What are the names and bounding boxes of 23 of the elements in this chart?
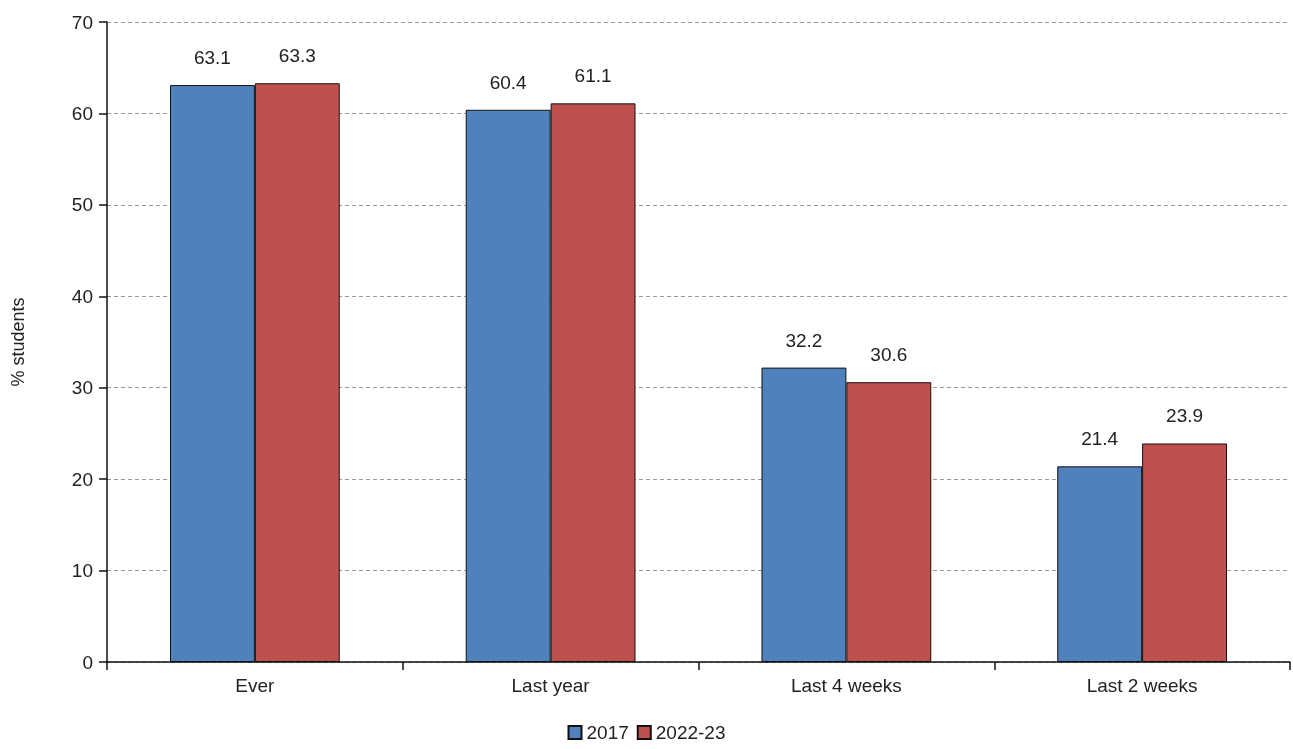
y-tick-label: 60 (71, 102, 93, 124)
x-tick-label: Last 4 weeks (790, 675, 902, 696)
y-tick-label: 30 (71, 377, 93, 399)
y-tick-label: 10 (71, 560, 93, 582)
data-label: 61.1 (574, 65, 612, 87)
x-tick-label: Last year (511, 675, 591, 696)
data-label: 21.4 (1081, 428, 1119, 450)
x-tick-label: Last 2 weeks (1086, 675, 1198, 696)
y-tick-label: 50 (71, 194, 93, 216)
x-tick-label: Ever (235, 675, 276, 696)
data-label: 63.1 (193, 47, 231, 69)
data-label: 60.4 (489, 71, 528, 93)
data-label: 23.9 (1166, 405, 1204, 427)
y-axis-title: % students (8, 297, 28, 387)
legend-label: 2017 (586, 722, 629, 743)
data-label: 63.3 (278, 45, 316, 67)
y-tick-label: 0 (82, 651, 93, 673)
y-tick-label: 70 (71, 11, 93, 33)
data-label: 30.6 (870, 344, 908, 366)
data-label: 32.2 (785, 329, 823, 351)
legend-label: 2022-23 (655, 722, 726, 743)
y-tick-label: 20 (71, 468, 93, 490)
y-tick-label: 40 (71, 285, 93, 307)
